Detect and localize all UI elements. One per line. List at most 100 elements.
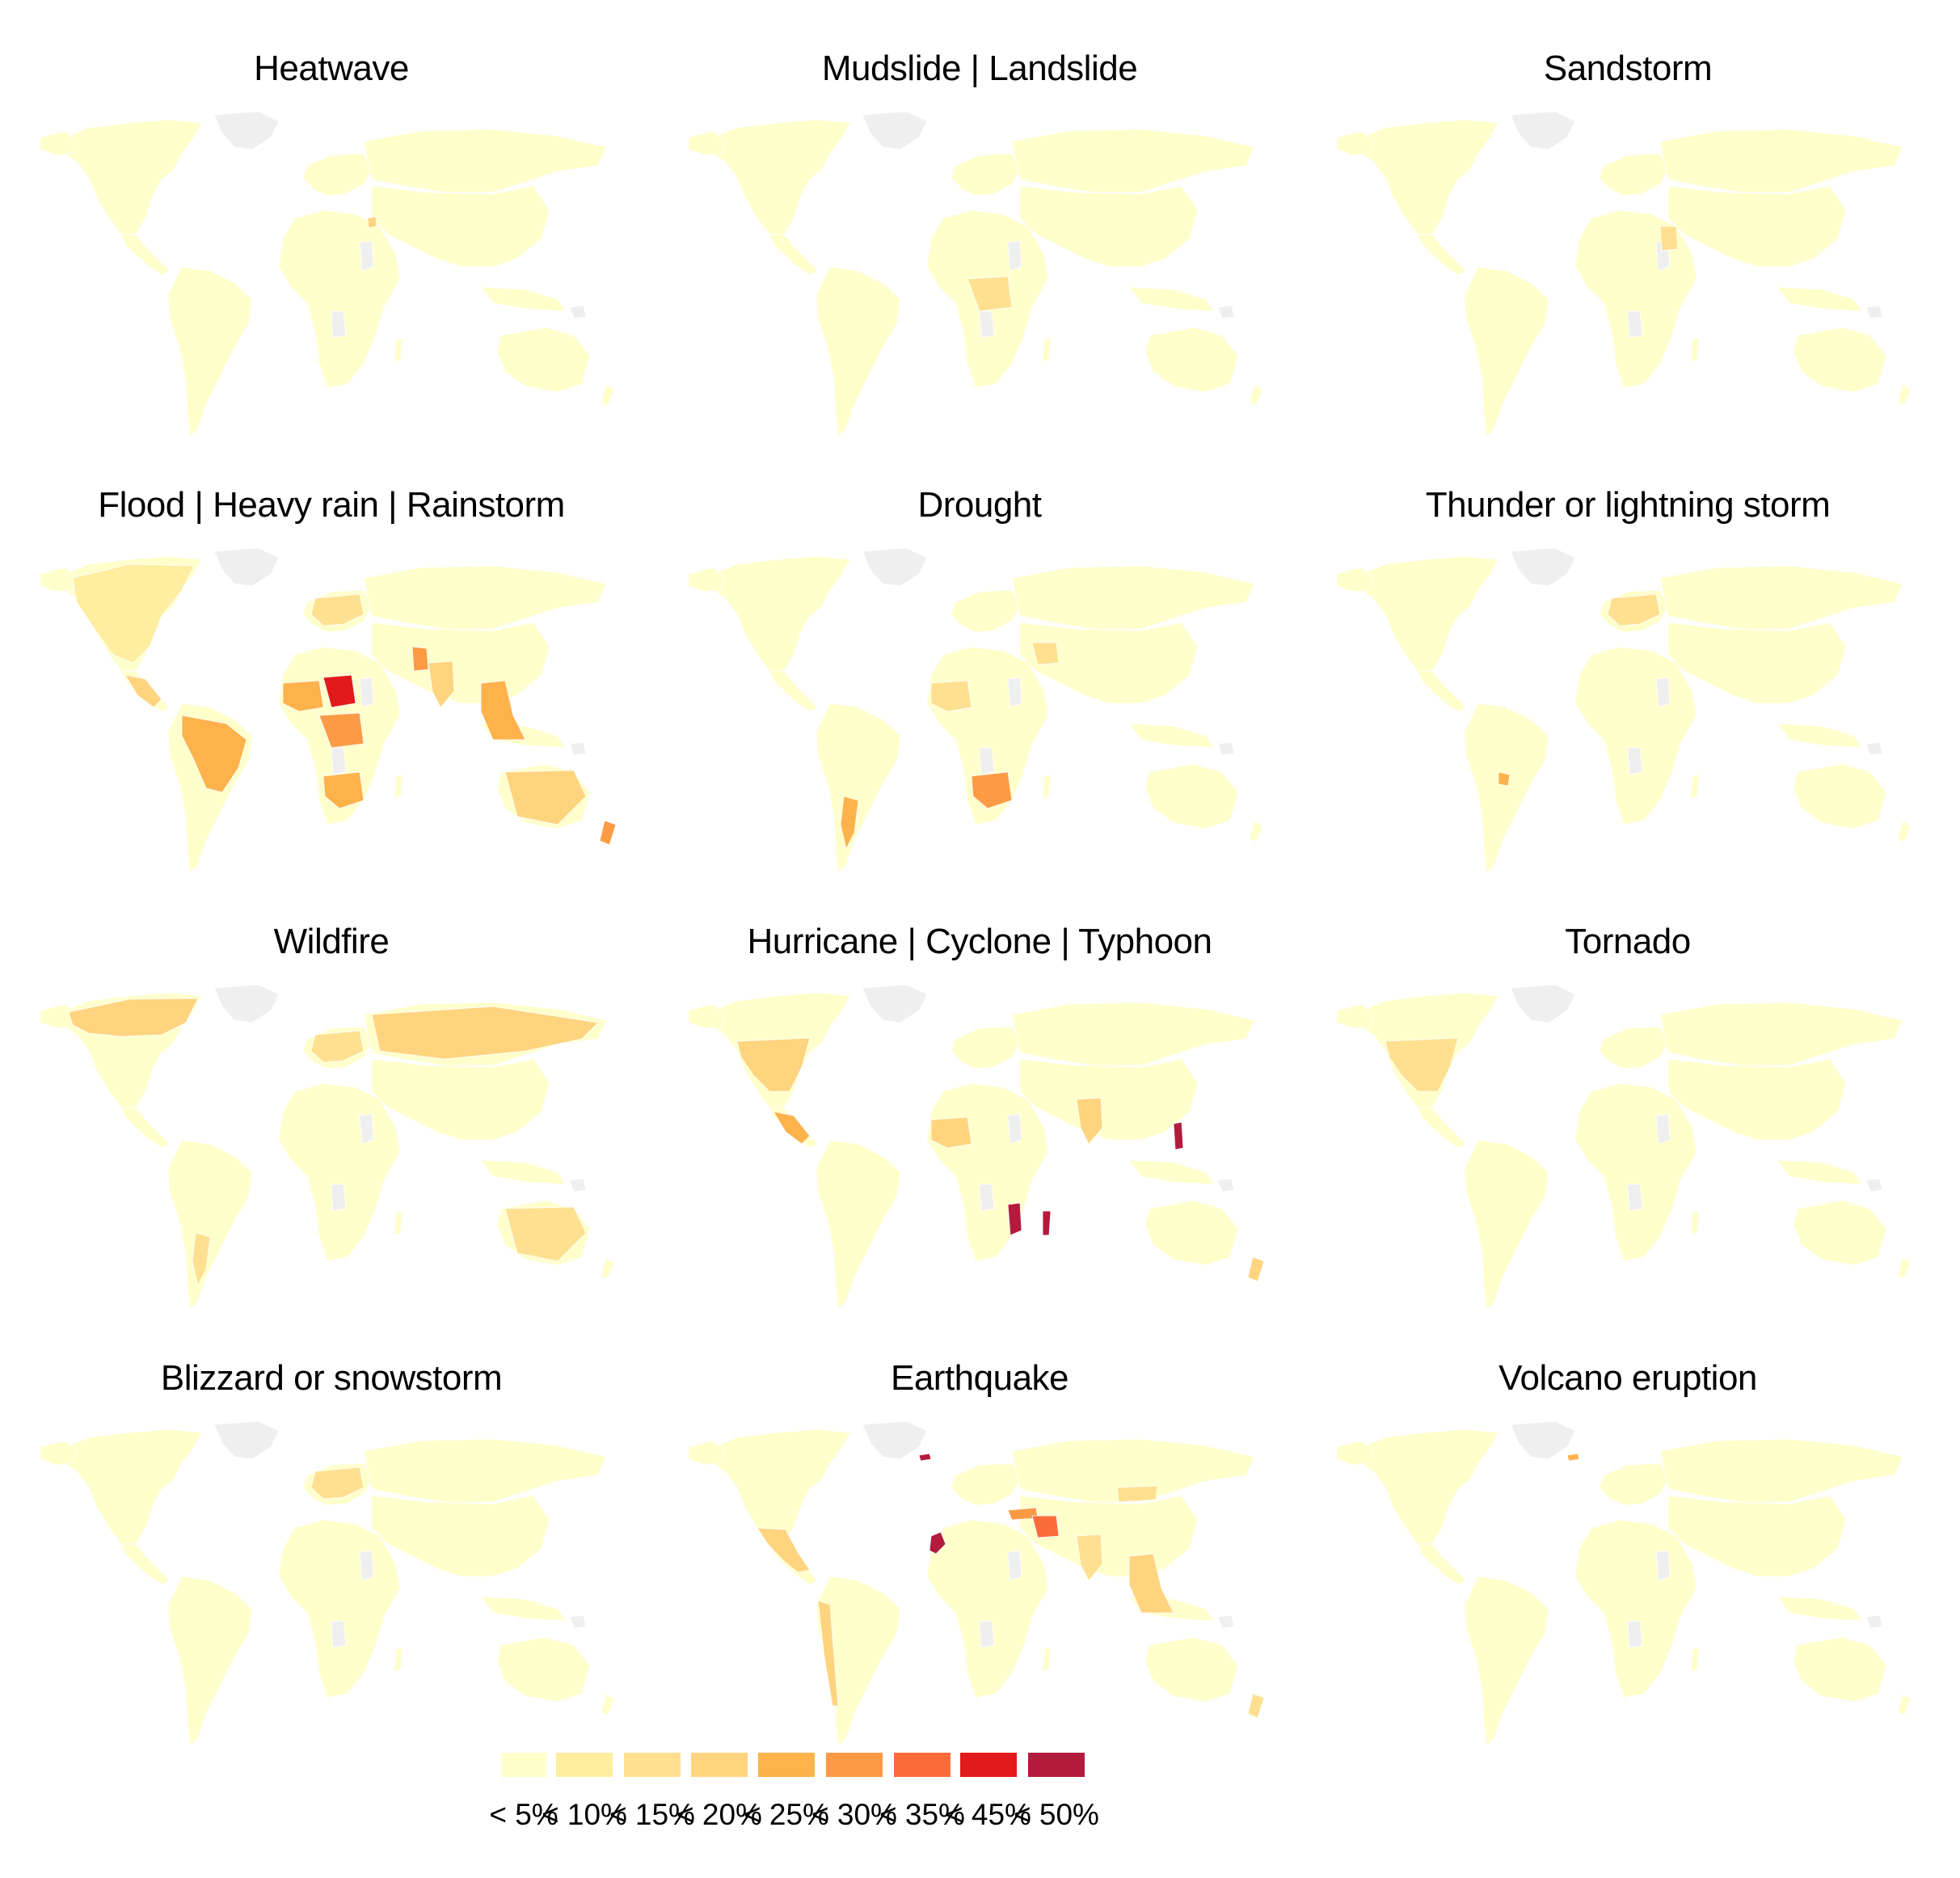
no-data-greenland	[1510, 111, 1576, 150]
country-madagascar	[394, 1647, 403, 1673]
country-north-america	[64, 1429, 203, 1545]
world-map	[1337, 984, 1912, 1310]
world-map	[40, 111, 615, 437]
highlight-southeast-asia	[480, 680, 526, 741]
country-madagascar	[1690, 1647, 1700, 1673]
country-russia	[1659, 1002, 1903, 1066]
highlight-southern-africa	[971, 771, 1013, 809]
country-north-america	[64, 119, 203, 235]
country-asia	[1667, 622, 1847, 704]
country-north-america	[712, 1429, 851, 1545]
country-australia	[496, 327, 591, 393]
map-panel: Heatwave	[8, 32, 655, 469]
highlight-central-africa	[318, 712, 365, 749]
country-indonesia	[1777, 1159, 1863, 1185]
country-alaska	[689, 130, 726, 156]
panel-title: Thunder or lightning storm	[1425, 485, 1831, 525]
no-data-greenland	[862, 1420, 928, 1460]
world-map	[40, 547, 617, 874]
no-data-png	[1865, 1178, 1883, 1192]
no-data-sahara-gap	[1007, 1113, 1022, 1145]
highlight-europe	[310, 593, 365, 627]
country-asia	[1019, 1058, 1199, 1141]
no-data-sahara-gap	[359, 1113, 374, 1145]
no-data-congo-gap	[1627, 1620, 1643, 1648]
legend-swatch	[691, 1753, 748, 1777]
country-alaska	[689, 1440, 726, 1466]
legend-label: < 50%	[1014, 1798, 1099, 1831]
country-new-zealand	[1897, 820, 1912, 843]
no-data-sahara-gap	[1007, 677, 1022, 708]
country-madagascar	[1690, 337, 1700, 363]
map-panel: Earthquake	[656, 1342, 1303, 1779]
world-map	[1337, 547, 1912, 874]
country-new-zealand	[1897, 383, 1912, 407]
no-data-png	[1865, 741, 1883, 756]
map-panel: Mudslide | Landslide	[656, 32, 1303, 469]
country-australia	[1144, 1636, 1239, 1703]
country-indonesia	[1128, 1159, 1215, 1185]
country-central-america	[120, 234, 171, 276]
country-alaska	[1337, 1440, 1374, 1466]
no-data-sahara-gap	[359, 240, 374, 272]
world-map	[1337, 1420, 1912, 1747]
highlight-mexico	[757, 1527, 811, 1573]
panel-title: Flood | Heavy rain | Rainstorm	[98, 485, 565, 525]
country-central-america	[1417, 234, 1467, 276]
country-russia	[1011, 129, 1255, 193]
highlight-iran	[1031, 1515, 1060, 1538]
country-indonesia	[1777, 723, 1863, 749]
highlight-west-africa	[930, 1116, 972, 1149]
no-data-sahara-gap	[1007, 240, 1022, 272]
country-europe	[950, 1462, 1021, 1506]
country-alaska	[689, 567, 726, 593]
country-north-america	[712, 555, 851, 672]
legend-swatch	[826, 1753, 883, 1777]
country-europe	[950, 589, 1021, 633]
map-grid: Heatwave Mudslide | Landslide Sandstorm Flo…	[8, 32, 1951, 1747]
country-north-america	[1360, 555, 1499, 672]
panel-title: Volcano eruption	[1498, 1358, 1757, 1398]
legend: < 5% < 10% < 15% < 20% < 25% < 30% < 35% < 45% <…	[489, 1753, 1447, 1850]
legend-label: < 15%	[609, 1798, 695, 1831]
country-russia	[363, 565, 607, 630]
no-data-congo-gap	[1627, 747, 1643, 775]
highlight-central-africa	[967, 276, 1013, 312]
no-data-greenland	[213, 984, 280, 1023]
no-data-sahara-gap	[359, 1550, 374, 1581]
no-data-congo-gap	[979, 1620, 995, 1648]
legend-swatch	[624, 1753, 681, 1777]
map-panel: Volcano eruption	[1305, 1342, 1951, 1779]
no-data-png	[1865, 1614, 1883, 1629]
legend-swatch	[501, 1753, 546, 1777]
no-data-greenland	[1510, 547, 1576, 587]
country-europe	[1599, 153, 1669, 196]
country-south-america	[816, 266, 901, 437]
no-data-greenland	[862, 111, 928, 150]
country-asia	[371, 185, 550, 268]
no-data-png	[569, 1178, 587, 1192]
map-panel: Tornado	[1305, 905, 1951, 1342]
highlight-north-america	[72, 563, 195, 664]
country-madagascar	[1690, 1210, 1700, 1236]
country-indonesia	[1128, 723, 1215, 749]
country-asia	[1667, 1058, 1847, 1141]
legend-label: < 20%	[677, 1798, 762, 1831]
country-alaska	[40, 567, 78, 593]
highlight-andes	[817, 1600, 839, 1707]
country-russia	[1011, 1002, 1255, 1066]
legend-swatch	[894, 1753, 950, 1777]
country-australia	[1793, 327, 1887, 393]
legend-label: < 5%	[489, 1798, 558, 1831]
country-madagascar	[1042, 1647, 1052, 1673]
no-data-png	[569, 305, 587, 319]
panel-title: Blizzard or snowstorm	[160, 1358, 503, 1398]
world-map	[689, 111, 1263, 437]
country-south-america	[1464, 703, 1549, 874]
highlight-australia	[504, 770, 587, 825]
country-north-america	[712, 119, 851, 235]
country-indonesia	[480, 286, 567, 312]
country-asia	[371, 622, 550, 704]
no-data-congo-gap	[979, 310, 995, 339]
country-alaska	[1337, 1003, 1374, 1029]
